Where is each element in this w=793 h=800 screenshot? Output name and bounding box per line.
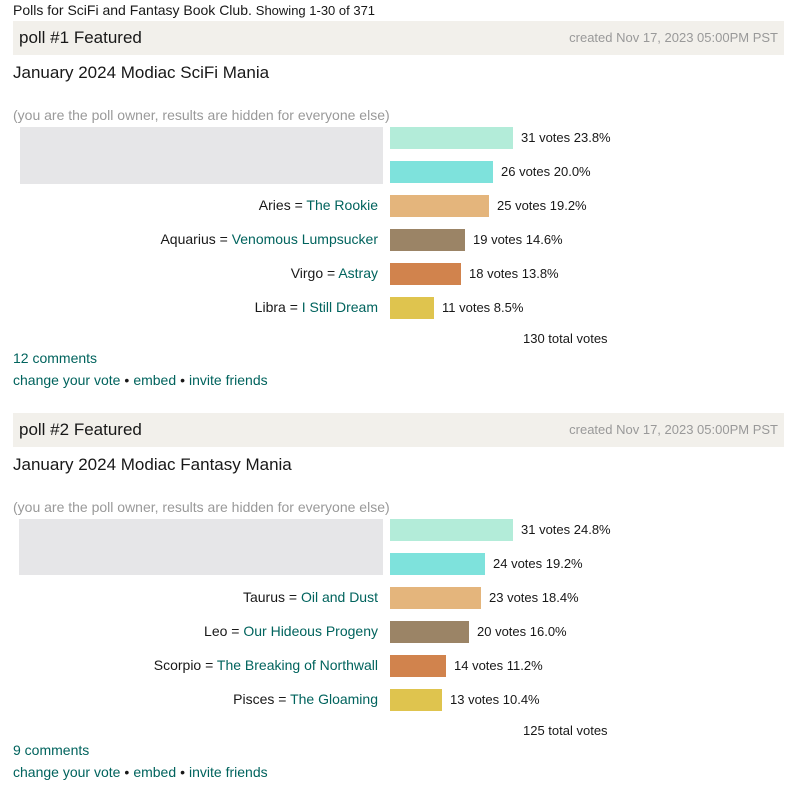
hidden-choices-placeholder — [19, 519, 383, 575]
choice-label: Libra = I Still Dream — [255, 299, 378, 315]
created-date: created Nov 17, 2023 05:00PM PST — [569, 30, 778, 45]
poll-option-row: Leo = Our Hideous Progeny 20 votes 16.0% — [0, 621, 793, 645]
book-link[interactable]: Venomous Lumpsucker — [231, 231, 378, 247]
choice-label: Aries = The Rookie — [259, 197, 378, 213]
book-link[interactable]: The Breaking of Northwall — [216, 657, 378, 673]
choice-prefix: Aquarius = — [160, 231, 232, 247]
poll-label: poll #2 Featured — [19, 420, 142, 439]
embed-link[interactable]: embed — [133, 372, 177, 388]
poll-option-row: 31 votes 23.8% — [0, 127, 793, 151]
vote-count: 11 votes 8.5% — [442, 300, 524, 315]
vote-count: 20 votes 16.0% — [477, 624, 567, 639]
vote-count: 18 votes 13.8% — [469, 266, 559, 281]
vote-bar — [390, 621, 469, 643]
vote-bar — [390, 195, 489, 217]
vote-bar — [390, 229, 465, 251]
book-link[interactable]: The Gloaming — [290, 691, 378, 707]
owner-note: (you are the poll owner, results are hid… — [13, 107, 390, 123]
poll-option-row: 31 votes 24.8% — [0, 519, 793, 543]
bullet-separator: • — [124, 372, 130, 388]
total-votes: 130 total votes — [523, 331, 608, 346]
vote-bar — [390, 553, 485, 575]
embed-link[interactable]: embed — [133, 764, 177, 780]
poll-header-bar: poll #2 Featured created Nov 17, 2023 05… — [13, 413, 784, 447]
page-header: Polls for SciFi and Fantasy Book Club. S… — [13, 2, 375, 18]
poll-title: January 2024 Modiac SciFi Mania — [13, 63, 270, 82]
choice-prefix: Leo = — [204, 623, 244, 639]
poll-label: poll #1 Featured — [19, 28, 142, 47]
vote-count: 31 votes 24.8% — [521, 522, 611, 537]
vote-count: 25 votes 19.2% — [497, 198, 587, 213]
poll-option-row: 26 votes 20.0% — [0, 161, 793, 185]
choice-label: Scorpio = The Breaking of Northwall — [154, 657, 378, 673]
book-link[interactable]: Oil and Dust — [300, 589, 378, 605]
vote-bar — [390, 161, 493, 183]
choice-label: Leo = Our Hideous Progeny — [204, 623, 378, 639]
choice-label: Aquarius = Venomous Lumpsucker — [160, 231, 378, 247]
bullet-separator: • — [124, 764, 130, 780]
poll-option-row: 24 votes 19.2% — [0, 553, 793, 577]
header-title: Polls for SciFi and Fantasy Book Club. — [13, 2, 252, 18]
poll-option-row: Pisces = The Gloaming 13 votes 10.4% — [0, 689, 793, 713]
bullet-separator: • — [180, 372, 186, 388]
choice-prefix: Pisces = — [233, 691, 291, 707]
poll-option-row: Aquarius = Venomous Lumpsucker 19 votes … — [0, 229, 793, 253]
poll-title: January 2024 Modiac Fantasy Mania — [13, 455, 292, 474]
poll-actions: change your vote • embed • invite friends — [13, 372, 268, 388]
created-date: created Nov 17, 2023 05:00PM PST — [569, 422, 778, 437]
poll-actions: change your vote • embed • invite friends — [13, 764, 268, 780]
change-vote-link[interactable]: change your vote — [13, 764, 121, 780]
choice-label: Pisces = The Gloaming — [233, 691, 378, 707]
vote-bar — [390, 263, 461, 285]
vote-bar — [390, 127, 513, 149]
vote-bar — [390, 587, 481, 609]
vote-bar — [390, 519, 513, 541]
vote-count: 13 votes 10.4% — [450, 692, 540, 707]
comments-link[interactable]: 9 comments — [13, 742, 90, 758]
vote-bar — [390, 689, 442, 711]
vote-count: 19 votes 14.6% — [473, 232, 563, 247]
invite-friends-link[interactable]: invite friends — [189, 764, 268, 780]
poll-option-row: Virgo = Astray 18 votes 13.8% — [0, 263, 793, 287]
comments-link[interactable]: 12 comments — [13, 350, 98, 366]
book-link[interactable]: The Rookie — [306, 197, 378, 213]
poll-option-row: Libra = I Still Dream 11 votes 8.5% — [0, 297, 793, 321]
choice-prefix: Virgo = — [290, 265, 339, 281]
poll-header-bar: poll #1 Featured created Nov 17, 2023 05… — [13, 21, 784, 55]
poll-option-row: Aries = The Rookie 25 votes 19.2% — [0, 195, 793, 219]
total-votes: 125 total votes — [523, 723, 608, 738]
poll-option-row: Taurus = Oil and Dust 23 votes 18.4% — [0, 587, 793, 611]
choice-prefix: Aries = — [258, 197, 307, 213]
choice-label: Virgo = Astray — [291, 265, 378, 281]
bullet-separator: • — [180, 764, 186, 780]
book-link[interactable]: Astray — [338, 265, 378, 281]
book-link[interactable]: Our Hideous Progeny — [243, 623, 378, 639]
choice-prefix: Scorpio = — [153, 657, 217, 673]
book-link[interactable]: I Still Dream — [301, 299, 378, 315]
choice-prefix: Taurus = — [242, 589, 301, 605]
vote-count: 26 votes 20.0% — [501, 164, 591, 179]
vote-count: 14 votes 11.2% — [454, 658, 543, 673]
vote-count: 31 votes 23.8% — [521, 130, 611, 145]
change-vote-link[interactable]: change your vote — [13, 372, 121, 388]
vote-bar — [390, 297, 434, 319]
choice-label: Taurus = Oil and Dust — [243, 589, 378, 605]
choice-prefix: Libra = — [254, 299, 302, 315]
hidden-choices-placeholder — [20, 127, 383, 184]
results-count: Showing 1-30 of 371 — [255, 3, 376, 18]
invite-friends-link[interactable]: invite friends — [189, 372, 268, 388]
poll-option-row: Scorpio = The Breaking of Northwall 14 v… — [0, 655, 793, 679]
vote-bar — [390, 655, 446, 677]
vote-count: 23 votes 18.4% — [489, 590, 579, 605]
vote-count: 24 votes 19.2% — [493, 556, 583, 571]
owner-note: (you are the poll owner, results are hid… — [13, 499, 390, 515]
